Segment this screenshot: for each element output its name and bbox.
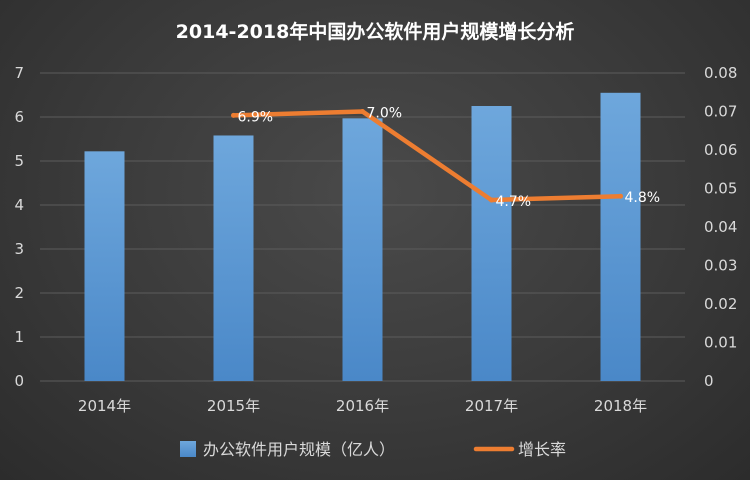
category-label: 2015年 [207, 397, 260, 415]
left-tick-label: 7 [14, 64, 24, 82]
data-label: 4.8% [625, 190, 661, 206]
left-tick-label: 2 [14, 284, 24, 302]
left-tick-label: 4 [14, 196, 24, 214]
right-tick-label: 0.02 [704, 295, 737, 313]
category-label: 2016年 [336, 397, 389, 415]
legend-line-label: 增长率 [518, 440, 566, 459]
bar [600, 92, 641, 382]
right-tick-label: 0.08 [704, 64, 737, 82]
data-label: 7.0% [367, 106, 403, 122]
legend: 办公软件用户规模（亿人） 增长率 [180, 440, 566, 459]
right-tick-label: 0 [704, 372, 714, 390]
bar-series [84, 92, 641, 382]
data-label: 6.9% [238, 109, 274, 125]
bar [471, 106, 512, 381]
left-tick-label: 5 [14, 152, 24, 170]
left-tick-label: 1 [14, 328, 24, 346]
growth-rate-line [231, 109, 623, 203]
right-axis-ticks: 0 0.01 0.02 0.03 0.04 0.05 0.06 0.07 0.08 [704, 64, 737, 390]
legend-bar-label: 办公软件用户规模（亿人） [203, 440, 395, 459]
right-tick-label: 0.04 [704, 218, 737, 236]
bar [84, 151, 125, 381]
line-series: 6.9% 7.0% 4.7% 4.8% [231, 106, 661, 210]
left-axis-ticks: 0 1 2 3 4 5 6 7 [14, 64, 24, 390]
line-point [489, 197, 494, 203]
line-point [618, 193, 623, 199]
category-label: 2014年 [78, 397, 131, 415]
left-tick-label: 6 [14, 108, 24, 126]
right-tick-label: 0.07 [704, 103, 737, 121]
bar [213, 135, 254, 381]
right-tick-label: 0.05 [704, 180, 737, 198]
right-tick-label: 0.01 [704, 334, 737, 352]
category-label: 2017年 [465, 397, 518, 415]
legend-bar-swatch [180, 441, 196, 457]
bar [342, 118, 383, 381]
line-point [231, 112, 236, 118]
left-tick-label: 0 [14, 372, 24, 390]
right-tick-label: 0.06 [704, 141, 737, 159]
category-labels: 2014年 2015年 2016年 2017年 2018年 [78, 397, 647, 415]
right-tick-label: 0.03 [704, 257, 737, 275]
category-label: 2018年 [594, 397, 647, 415]
line-point [360, 109, 365, 114]
left-tick-label: 3 [14, 240, 24, 258]
data-label: 4.7% [496, 194, 532, 210]
chart-title: 2014-2018年中国办公软件用户规模增长分析 [176, 20, 575, 43]
